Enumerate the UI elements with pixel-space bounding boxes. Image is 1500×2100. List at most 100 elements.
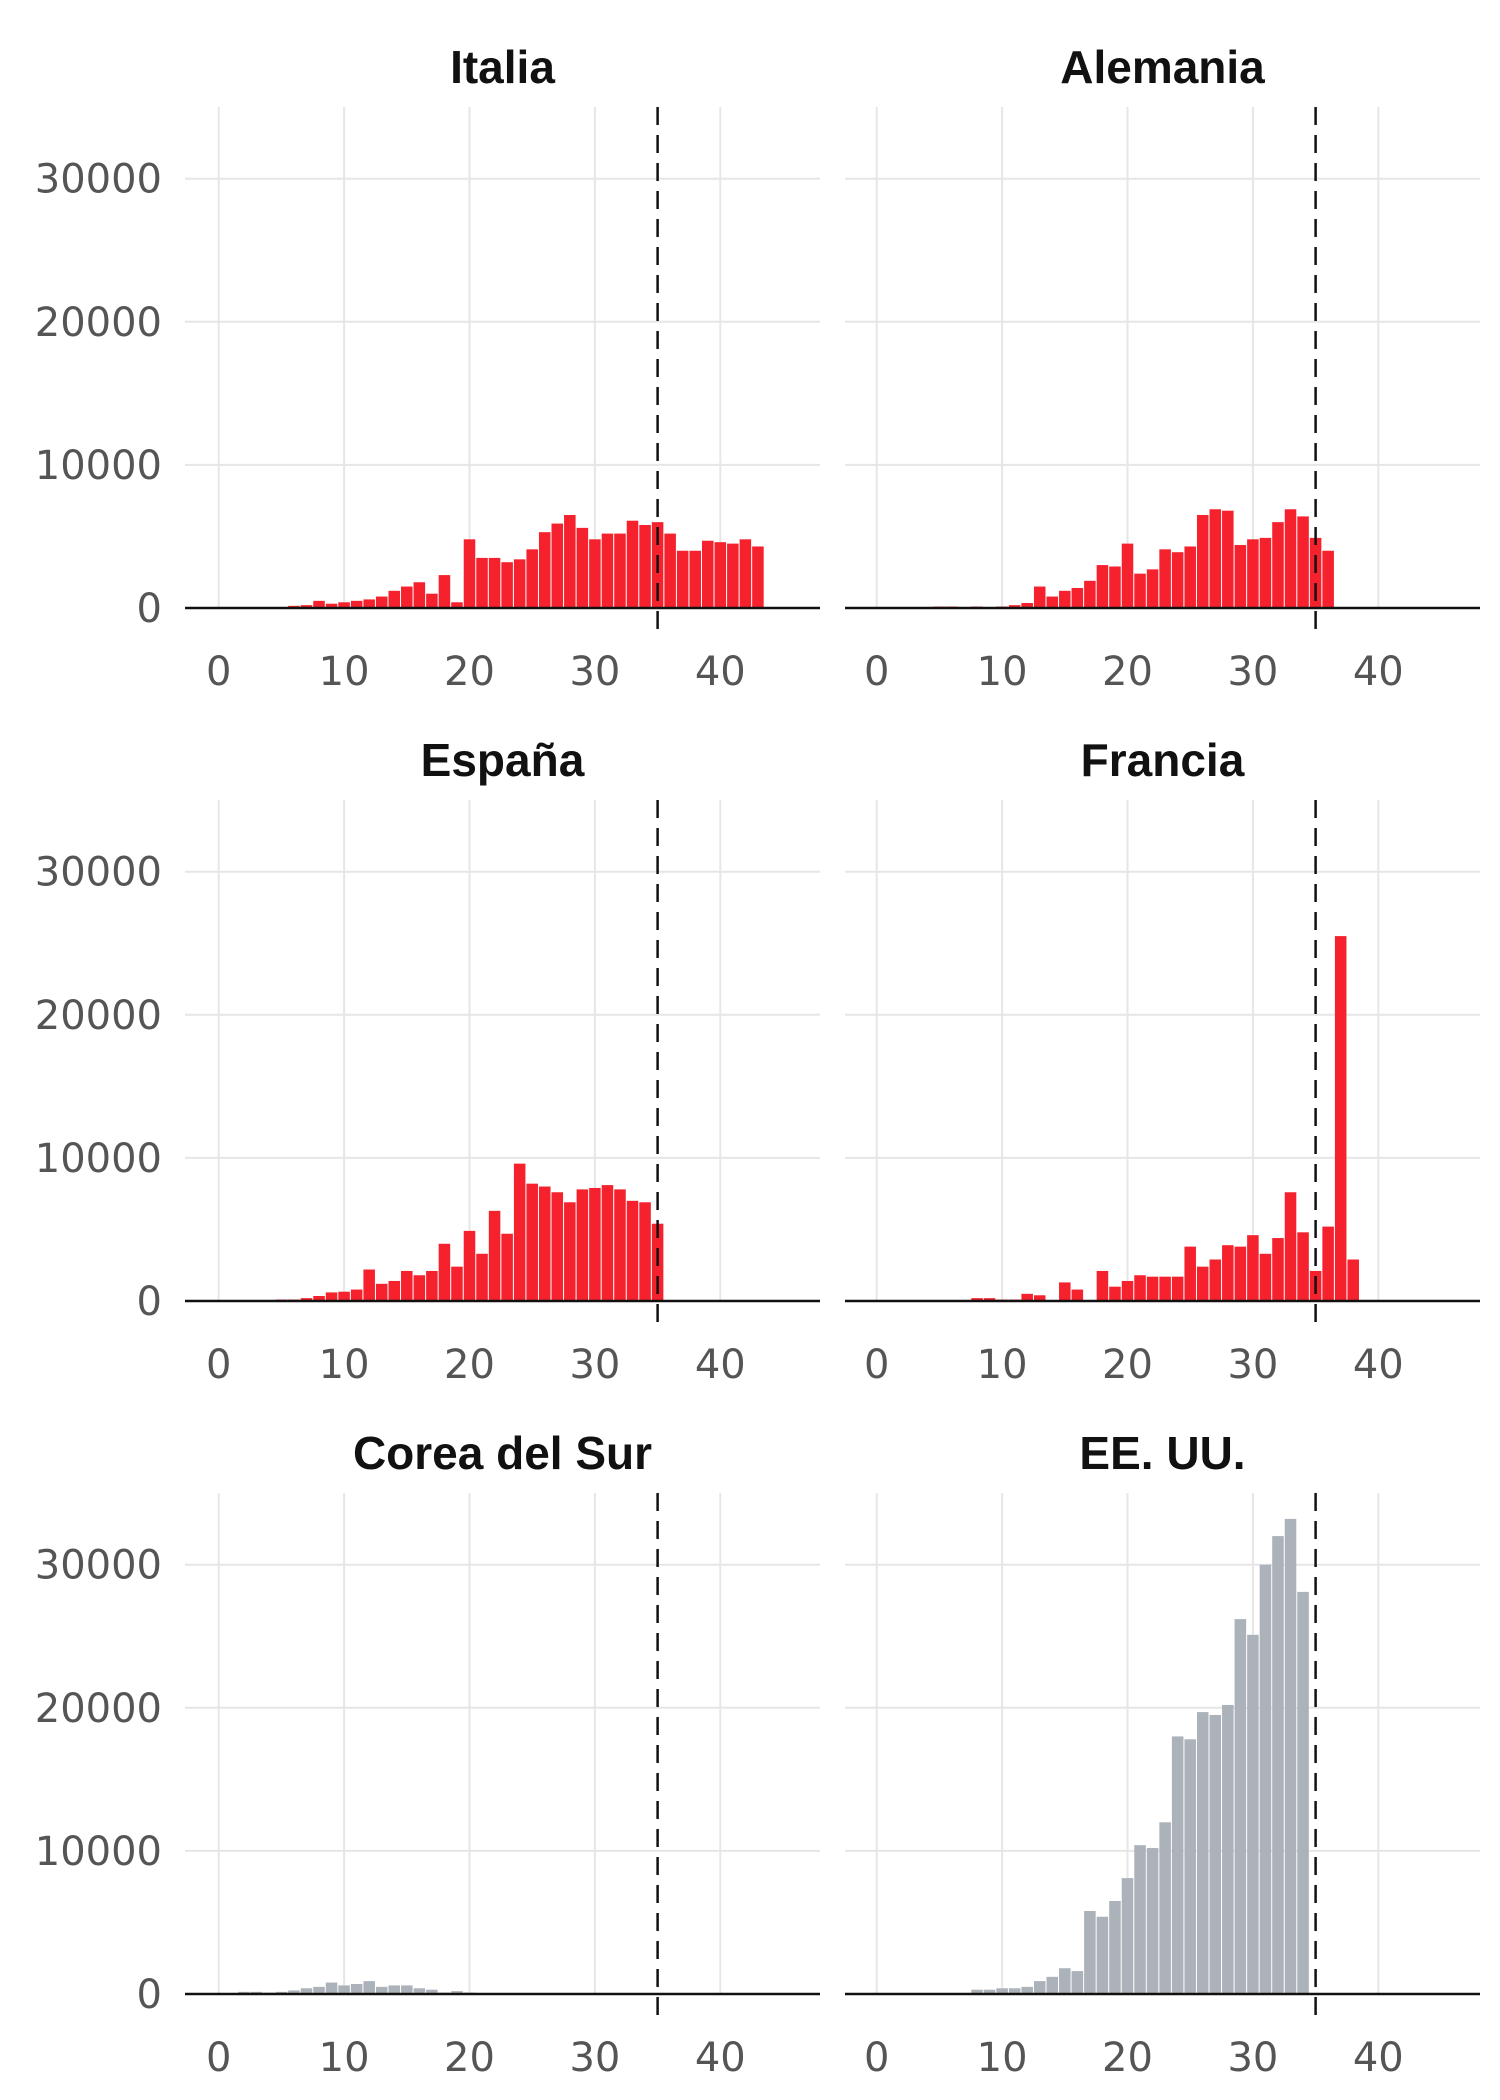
bar [1247,1634,1259,1994]
bar [1096,1270,1109,1301]
bar [426,1270,438,1301]
bar [1121,1280,1134,1301]
bar [1134,1275,1146,1301]
y-tick-label: 10000 [35,1829,162,1875]
bar [1222,1245,1234,1301]
bar [1008,1988,1021,1994]
bar [325,603,338,608]
bar [1071,1971,1084,1994]
bar [338,1291,350,1301]
bar [1109,566,1121,608]
bar [338,1985,350,1994]
x-tick-label: 40 [1353,2035,1404,2081]
bar [1033,1295,1046,1301]
bar [1146,1276,1159,1301]
bar [1033,1981,1046,1994]
bar [1297,516,1309,608]
bar [451,1991,463,1994]
y-tick-label: 30000 [35,157,162,203]
bar [413,1275,426,1301]
panel-title: Corea del Sur [353,1427,652,1479]
x-tick-label: 30 [569,1342,620,1388]
panel-title: Italia [450,41,555,93]
y-tick-label: 30000 [35,1543,162,1589]
x-tick-label: 30 [1227,649,1278,695]
bar [1134,573,1146,608]
bar [971,1989,983,1994]
x-tick-label: 40 [695,1342,746,1388]
bar [388,590,401,608]
bar [476,1253,488,1301]
bar [463,1230,476,1301]
bar [1059,1282,1071,1301]
y-tick-label: 0 [137,1972,162,2018]
bar [426,593,438,608]
bar [589,1187,601,1301]
bar [1008,605,1021,608]
bar [300,605,313,608]
bar [714,542,727,608]
bar [438,1243,451,1301]
bar [1272,1536,1284,1994]
y-tick-label: 0 [137,586,162,632]
bar [1084,1911,1096,1994]
bar [1284,1192,1297,1301]
bar [1259,1564,1272,1994]
bar [689,550,701,608]
bar [375,596,388,608]
bar [614,533,626,608]
y-tick-label: 30000 [35,850,162,896]
bar [1171,1736,1184,1994]
bar [363,599,375,608]
bar [1021,1293,1033,1301]
bar [1209,1259,1222,1301]
bar [1184,546,1196,608]
bar [1021,1986,1033,1994]
bar [288,1990,300,1994]
bar [1146,569,1159,608]
bar [971,1298,983,1301]
bar [1046,1976,1059,1994]
bar [325,1292,338,1301]
bar [1322,1226,1334,1301]
x-tick-label: 0 [864,1342,889,1388]
bar [614,1189,626,1301]
bar [501,562,513,608]
x-tick-label: 40 [695,2035,746,2081]
bar [513,1163,526,1301]
bar [388,1280,401,1301]
bar [1096,565,1109,608]
bar [664,533,676,608]
bar [451,602,463,608]
bar [401,1270,413,1301]
bar [1222,510,1234,608]
bar [426,1989,438,1994]
x-tick-label: 40 [695,649,746,695]
bar [1259,1253,1272,1301]
bar [727,543,739,608]
x-tick-label: 0 [206,1342,231,1388]
bar [1146,1848,1159,1994]
bar [983,1298,996,1301]
x-tick-label: 20 [1102,649,1153,695]
bar [1247,1235,1259,1301]
bar [1021,602,1033,608]
bar [350,1983,363,1994]
bar [1109,1900,1121,1994]
bar [438,575,451,608]
x-tick-label: 10 [319,2035,370,2081]
bar [325,1982,338,1994]
bar [626,1200,639,1301]
x-tick-label: 20 [444,649,495,695]
bar [1096,1916,1109,1994]
x-tick-label: 10 [977,649,1028,695]
bar [463,539,476,608]
bar [413,1988,426,1994]
bar [1322,550,1334,608]
bar [701,540,714,608]
bar [1196,1712,1209,1994]
bar [1159,1276,1171,1301]
x-tick-label: 10 [319,649,370,695]
x-tick-label: 30 [569,2035,620,2081]
